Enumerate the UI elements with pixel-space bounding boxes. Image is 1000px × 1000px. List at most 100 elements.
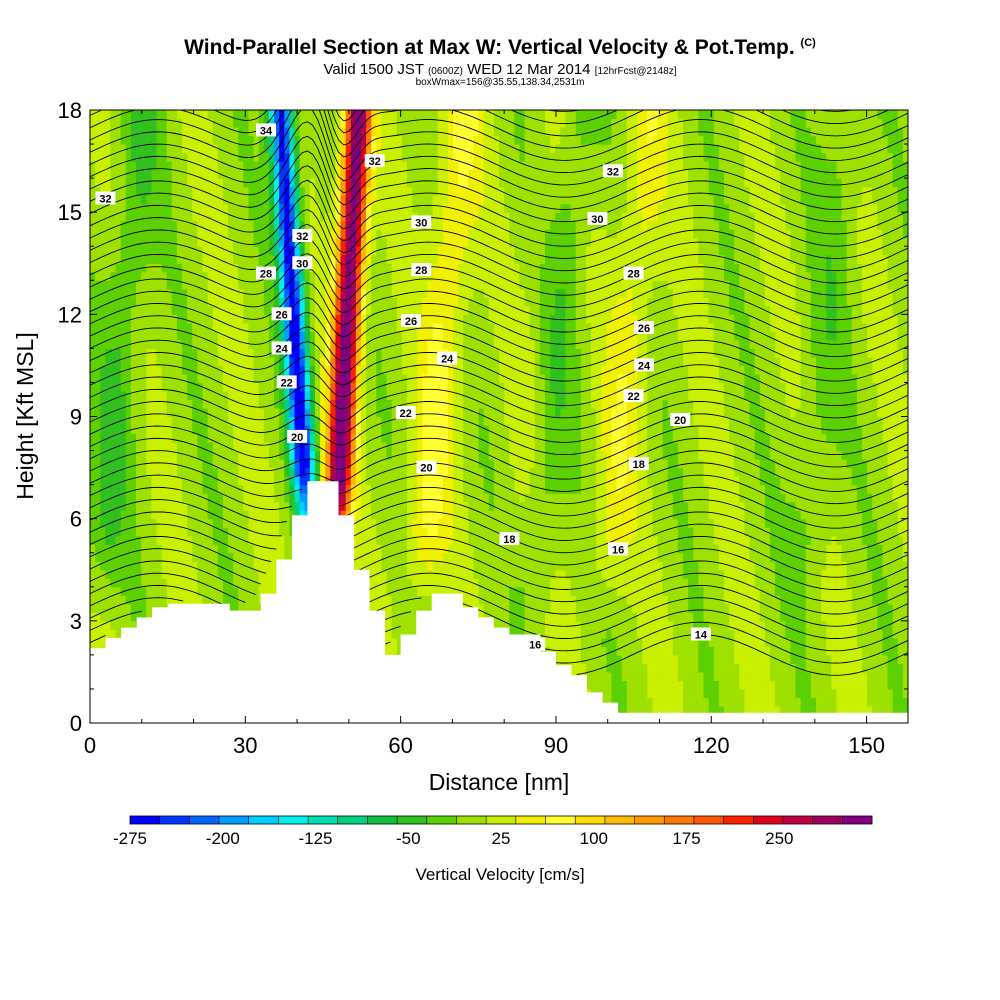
velocity-cell [831, 637, 838, 647]
velocity-cell [677, 535, 684, 545]
velocity-cell [493, 518, 500, 528]
velocity-cell [631, 688, 638, 699]
velocity-cell [897, 697, 904, 707]
velocity-cell [723, 561, 730, 571]
velocity-cell [524, 459, 531, 469]
velocity-cell [882, 518, 889, 528]
velocity-cell [585, 518, 592, 528]
velocity-cell [688, 637, 694, 647]
velocity-cell [447, 467, 454, 477]
velocity-cell [437, 476, 444, 486]
velocity-cell [821, 680, 827, 690]
velocity-cell [125, 476, 132, 486]
velocity-cell [780, 552, 786, 562]
velocity-cell [601, 697, 607, 707]
velocity-cell [785, 595, 792, 605]
velocity-cell [258, 578, 265, 588]
velocity-cell [529, 476, 536, 486]
velocity-cell [514, 459, 521, 469]
velocity-cell [248, 561, 255, 571]
velocity-cell [616, 510, 623, 520]
velocity-cell [115, 612, 122, 622]
velocity-cell [887, 501, 894, 511]
velocity-cell [672, 476, 679, 486]
velocity-cell [626, 595, 633, 605]
velocity-cell [677, 671, 684, 682]
velocity-cell [228, 467, 234, 477]
velocity-cell [775, 595, 781, 605]
velocity-cell [759, 501, 766, 511]
velocity-cell [902, 484, 908, 494]
velocity-cell [734, 459, 740, 469]
velocity-cell [902, 586, 908, 596]
velocity-cell [769, 688, 776, 699]
velocity-cell [580, 654, 587, 664]
velocity-cell [432, 552, 439, 562]
velocity-cell [775, 578, 781, 588]
velocity-cell [550, 501, 556, 511]
velocity-cell [805, 697, 812, 707]
velocity-cell [867, 467, 873, 477]
velocity-cell [120, 493, 127, 503]
velocity-cell [718, 705, 725, 716]
velocity-cell [197, 569, 204, 579]
velocity-cell [146, 510, 152, 520]
velocity-cell [463, 561, 469, 571]
velocity-cell [764, 688, 771, 699]
velocity-cell [703, 501, 710, 511]
velocity-cell [851, 697, 858, 707]
velocity-cell [565, 603, 572, 613]
velocity-cell [555, 578, 561, 588]
velocity-cell [902, 595, 908, 605]
velocity-cell [585, 671, 592, 682]
velocity-cell [775, 544, 781, 554]
velocity-cell [790, 586, 797, 596]
velocity-cell [519, 459, 526, 469]
velocity-cell [826, 612, 832, 622]
velocity-cell [826, 493, 832, 503]
velocity-cell [488, 484, 495, 494]
velocity-cell [626, 637, 633, 647]
velocity-cell [867, 527, 873, 537]
velocity-cell [519, 501, 526, 511]
velocity-cell [902, 620, 908, 630]
velocity-cell [279, 552, 285, 562]
velocity-cell [509, 484, 515, 494]
velocity-cell [565, 476, 572, 486]
velocity-cell [473, 535, 480, 545]
velocity-cell [274, 467, 280, 477]
velocity-cell [243, 552, 250, 562]
velocity-cell [739, 705, 745, 716]
velocity-cell [345, 501, 352, 511]
velocity-cell [703, 697, 710, 707]
velocity-cell [800, 688, 807, 699]
velocity-cell [657, 688, 664, 699]
velocity-cell [207, 544, 214, 554]
velocity-cell [161, 552, 168, 562]
velocity-cell [366, 544, 372, 554]
velocity-cell [478, 493, 485, 503]
velocity-cell [795, 646, 802, 656]
velocity-cell [667, 569, 674, 579]
velocity-cell [805, 612, 812, 622]
velocity-cell [657, 518, 664, 528]
velocity-cell [130, 578, 137, 588]
velocity-cell [483, 544, 490, 554]
velocity-cell [90, 629, 96, 639]
velocity-cell [560, 544, 567, 554]
velocity-cell [800, 663, 807, 673]
velocity-cell [432, 493, 439, 503]
velocity-cell [524, 476, 531, 486]
velocity-cell [136, 552, 142, 562]
velocity-cell [841, 467, 848, 477]
velocity-cell [514, 552, 521, 562]
velocity-cell [575, 603, 582, 613]
velocity-cell [754, 544, 761, 554]
velocity-cell [591, 535, 597, 545]
velocity-cell [391, 527, 398, 537]
velocity-cell [406, 586, 413, 596]
velocity-cell [360, 544, 367, 554]
velocity-cell [897, 620, 904, 630]
velocity-cell [253, 586, 260, 596]
velocity-cell [616, 501, 623, 511]
